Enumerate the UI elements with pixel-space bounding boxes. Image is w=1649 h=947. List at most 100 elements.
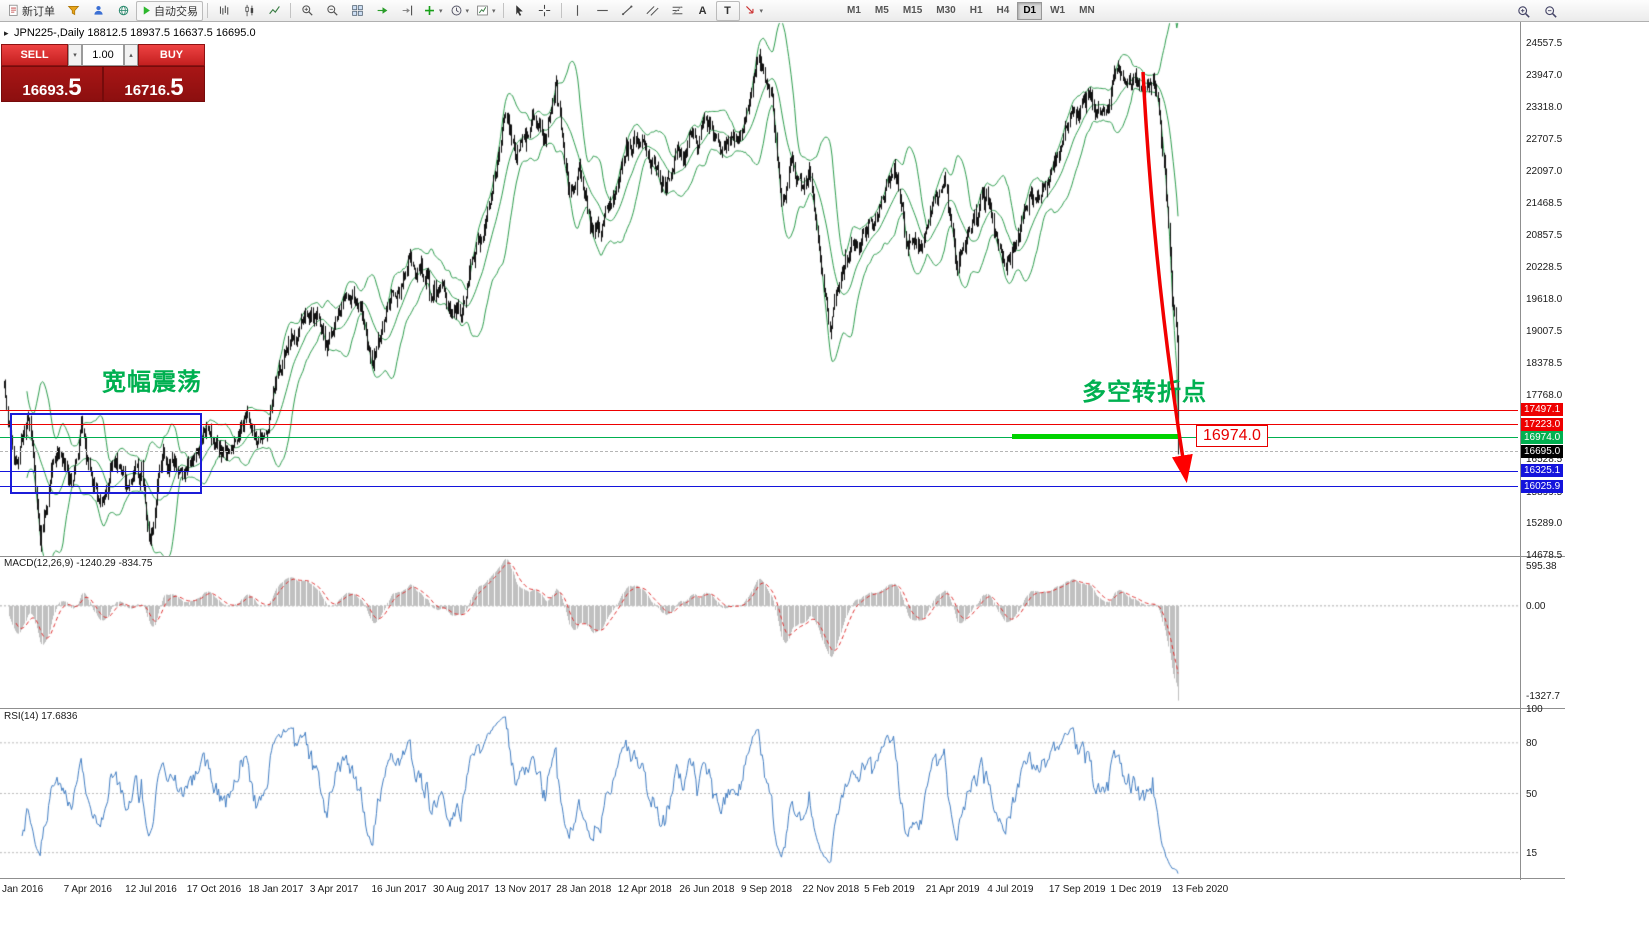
rsi-panel-separator[interactable] [0,708,1565,709]
buy-button[interactable]: BUY [138,44,205,66]
templates-button[interactable]: ▾ [473,1,499,21]
tile-windows-button[interactable] [345,1,369,21]
horizontal-line-icon [597,9,608,12]
trendline-button[interactable] [616,1,640,21]
volume-decrease-button[interactable]: ▾ [68,44,82,66]
timeframe-button-m5[interactable]: M5 [874,5,889,16]
toolbar-separator [502,3,504,18]
sell-button[interactable]: SELL [1,44,68,66]
new-order-label: 新订单 [22,5,55,18]
bar-chart-icon [219,5,228,15]
channel-icon [646,6,659,16]
cursor-icon [516,5,523,16]
candlestick-chart-button[interactable] [237,1,261,21]
consolidation-rectangle[interactable] [10,413,202,494]
macd-indicator-label: MACD(12,26,9) -1240.29 -834.75 [4,558,153,569]
line-chart-icon [268,6,280,15]
cursor-button[interactable] [508,1,532,21]
arrows-caret-icon: ▾ [759,7,764,15]
buy-price-pip: 5 [170,74,184,101]
sell-price[interactable]: 16693. 5 [1,66,103,102]
tile-windows-icon [351,5,363,16]
rsi-indicator-label: RSI(14) 17.6836 [4,711,78,722]
timeframe-button-m30[interactable]: M30 [936,5,956,16]
autotrading-play-icon [143,6,150,15]
horizontal-line-button[interactable] [591,1,615,21]
price-axis-border [1520,22,1521,880]
timeframe-button-h4[interactable]: H4 [996,5,1010,16]
text-label-button[interactable]: T [715,0,740,21]
buy-price-main: 16716 [124,82,167,99]
zoom-in-chart-button[interactable] [1512,2,1536,22]
zoom-toolbar [1512,2,1563,22]
crosshair-icon [538,4,551,17]
new-order-button[interactable]: 新订单 [2,1,60,21]
auto-scroll-icon [377,7,387,14]
template-icon [477,5,488,16]
fibonacci-button[interactable] [666,1,690,21]
chart-expand-icon[interactable]: ▸ [4,28,9,38]
templates-caret-icon: ▾ [492,7,496,15]
trade-top-row: SELL ▾ ▴ BUY [1,44,205,66]
timeframe-button-d1[interactable]: D1 [1017,2,1043,20]
navigator-button[interactable] [86,1,110,21]
magnifier-minus-icon [1545,6,1557,18]
pivot-price-label[interactable]: 16974.0 [1196,425,1268,447]
time-axis-separator [0,878,1565,879]
equidistant-channel-button[interactable] [641,1,665,21]
clock-icon [451,5,461,16]
main-toolbar: 新订单 自动交易 ▾ ▾ [0,0,1649,22]
one-click-trading-panel: SELL ▾ ▴ BUY 16693.5 16716.5 [1,44,205,102]
sell-price-pip: 5 [68,74,82,101]
bar-chart-button[interactable] [212,1,236,21]
zoom-out-chart-button[interactable] [1539,2,1563,22]
globe-icon [118,5,128,16]
indicators-caret-icon: ▾ [439,7,443,15]
trendline-icon [622,5,633,16]
macd-panel-separator[interactable] [0,556,1565,557]
timeframe-button-m1[interactable]: M1 [847,5,861,16]
periods-caret-icon: ▾ [465,7,470,15]
fibonacci-icon [672,6,683,15]
chart-shift-button[interactable] [395,1,419,21]
indicators-plus-icon [425,6,434,15]
sell-price-dot: . [64,82,69,99]
pivot-annotation[interactable]: 多空转折点 [1082,379,1207,406]
community-button[interactable] [111,1,135,21]
new-order-icon [9,4,18,16]
text-button[interactable]: A [698,4,707,17]
timeframe-button-h1[interactable]: H1 [969,5,983,16]
timeframe-button-mn[interactable]: MN [1079,5,1095,16]
arrow-symbol-icon [745,6,754,14]
arrows-button[interactable]: ▾ [741,1,767,21]
chart-title: JPN225-,Daily 18812.5 18937.5 16637.5 16… [14,27,256,39]
timeframe-toolbar: M1 M5 M15 M30 H1 H4 D1 W1 MN [841,2,1101,20]
range-annotation[interactable]: 宽幅震荡 [102,369,202,396]
vertical-line-icon [576,5,579,16]
toolbar-separator [290,3,291,18]
buy-price-dot: . [166,82,171,99]
vertical-line-button[interactable] [566,1,590,21]
zoom-out-button[interactable] [320,1,344,21]
volume-increase-button[interactable]: ▴ [124,44,138,66]
auto-scroll-button[interactable] [370,1,394,21]
indicators-button[interactable]: ▾ [420,1,446,21]
timeframe-button-m15[interactable]: M15 [902,5,923,16]
autotrading-label: 自动交易 [154,5,198,18]
market-watch-button[interactable] [61,1,85,21]
crosshair-button[interactable] [533,1,557,21]
zoom-out-icon [326,5,338,16]
line-chart-button[interactable] [262,1,286,21]
magnifier-plus-icon [1518,6,1530,18]
pivot-level-segment[interactable] [1012,434,1180,439]
volume-input[interactable] [82,44,124,66]
buy-price[interactable]: 16716. 5 [103,66,205,102]
chart-shift-icon [402,5,412,16]
periods-button[interactable]: ▾ [447,1,473,21]
candlestick-chart-icon [244,4,253,17]
zoom-in-button[interactable] [295,1,319,21]
timeframe-button-w1[interactable]: W1 [1050,5,1066,16]
autotrading-button[interactable]: 自动交易 [136,0,203,21]
